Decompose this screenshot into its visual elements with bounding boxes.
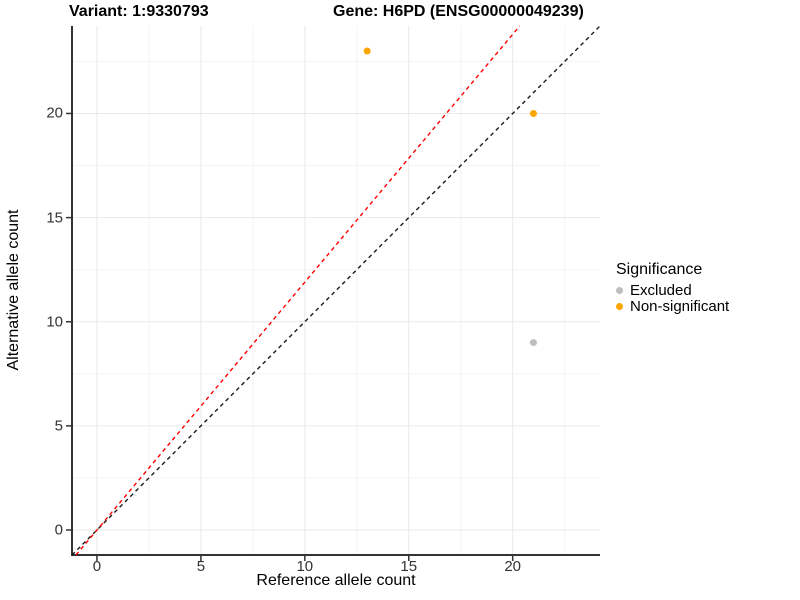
y-tick-label: 10	[46, 313, 63, 331]
non-significant-dot-icon	[616, 302, 623, 310]
y-tick-label: 15	[46, 209, 63, 227]
excluded-dot-icon	[616, 286, 623, 294]
x-tick-label: 5	[196, 558, 206, 575]
legend: Significance Excluded Non-significant	[616, 261, 730, 315]
gene-title: Gene: H6PD (ENSG00000049239)	[333, 3, 584, 20]
data-point-non-significant	[529, 109, 537, 117]
legend-label-excluded: Excluded	[630, 281, 692, 299]
x-tick-label: 10	[296, 558, 314, 575]
data-point-excluded	[529, 339, 537, 347]
y-tick-label: 20	[46, 104, 63, 122]
legend-item-excluded: Excluded	[616, 281, 729, 299]
y-tick-label: 5	[54, 417, 63, 435]
variant-title: Variant: 1:9330793	[69, 3, 209, 20]
y-axis-title: Alternative allele count	[5, 209, 22, 371]
y-tick-label: 0	[54, 521, 63, 539]
legend-label-non-significant: Non-significant	[630, 297, 730, 315]
data-point-non-significant	[363, 47, 371, 55]
legend-item-non-significant: Non-significant	[616, 297, 730, 315]
identity-line	[71, 25, 601, 556]
expected-ratio-line	[75, 25, 521, 556]
x-tick-label: 20	[504, 558, 522, 575]
legend-title: Significance	[616, 261, 703, 278]
x-tick-label: 0	[92, 558, 102, 575]
x-axis-title: Reference allele count	[256, 572, 416, 589]
x-tick-label: 15	[400, 558, 418, 575]
